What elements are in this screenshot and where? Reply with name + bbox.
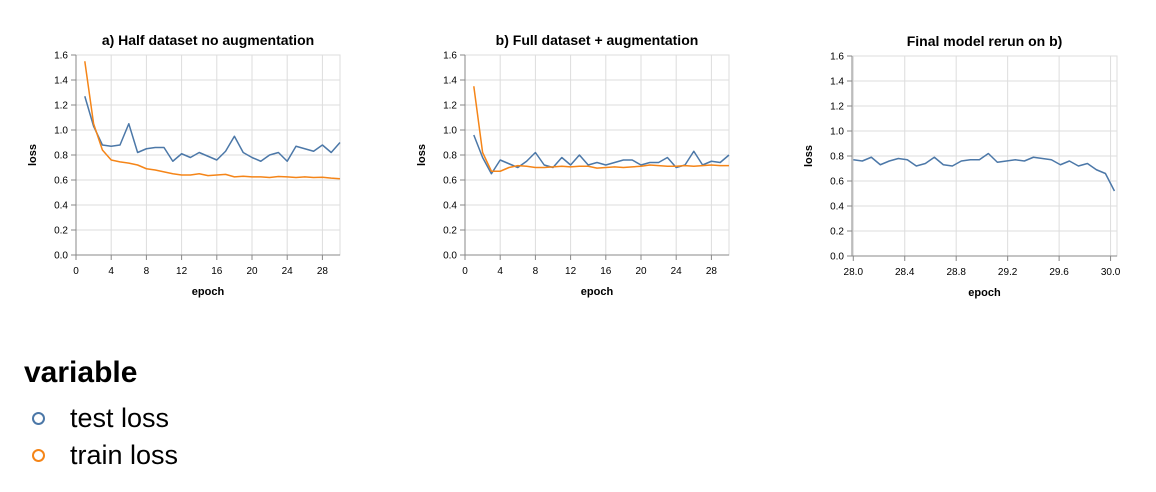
x-tick-label: 0 bbox=[462, 266, 468, 277]
legend-label: test loss bbox=[70, 403, 170, 433]
x-axis-label: epoch bbox=[192, 286, 225, 298]
x-tick-label: 12 bbox=[565, 266, 577, 277]
y-tick-label: 0.6 bbox=[443, 176, 457, 187]
y-tick-label: 0.0 bbox=[443, 251, 457, 262]
x-tick-label: 28.0 bbox=[844, 267, 864, 278]
y-tick-label: 0.6 bbox=[830, 177, 844, 188]
y-tick-label: 1.0 bbox=[54, 126, 68, 137]
x-tick-label: 16 bbox=[211, 266, 223, 277]
y-axis-label: loss bbox=[27, 144, 39, 166]
y-tick-label: 0.4 bbox=[443, 201, 457, 212]
y-tick-label: 0.4 bbox=[830, 202, 844, 213]
legend-item-train-loss[interactable]: train loss bbox=[24, 437, 178, 474]
x-tick-label: 28 bbox=[317, 266, 329, 277]
y-tick-label: 1.2 bbox=[54, 101, 68, 112]
y-tick-label: 0.0 bbox=[830, 252, 844, 263]
chart-panel-3: 0.0 0.2 0.4 0.6 0.8 1.0 1.2 1.4 1.6 28.0 28.4 28.8 2… bbox=[803, 33, 1121, 299]
x-tick-label: 28.8 bbox=[946, 267, 966, 278]
legend-symbol-circle-icon bbox=[32, 449, 45, 462]
x-tick-label: 20 bbox=[635, 266, 647, 277]
series-line-test-loss bbox=[853, 152, 1116, 192]
chart-title: b) Full dataset + augmentation bbox=[496, 32, 699, 48]
y-tick-label: 1.2 bbox=[443, 101, 457, 112]
chart-panel-1: 0.0 0.2 0.4 0.6 0.8 1.0 1.2 1.4 1.6 0 4 8 12 16 20 24 28… bbox=[27, 32, 341, 298]
legend-item-test-loss[interactable]: test loss bbox=[24, 400, 178, 437]
x-tick-label: 29.2 bbox=[998, 267, 1018, 278]
x-tick-label: 24 bbox=[282, 266, 294, 277]
series-line-train-loss bbox=[84, 61, 341, 180]
x-tick-label: 16 bbox=[600, 266, 612, 277]
y-tick-label: 0.4 bbox=[54, 201, 68, 212]
x-tick-label: 20 bbox=[246, 266, 258, 277]
legend-symbol-circle-icon bbox=[32, 412, 45, 425]
y-tick-label: 1.4 bbox=[830, 77, 844, 88]
chart-title: a) Half dataset no augmentation bbox=[102, 32, 314, 48]
x-tick-label: 30.0 bbox=[1101, 267, 1121, 278]
y-tick-label: 1.0 bbox=[830, 127, 844, 138]
y-tick-label: 0.2 bbox=[54, 226, 68, 237]
x-tick-label: 12 bbox=[176, 266, 188, 277]
series-line-test-loss bbox=[84, 96, 341, 162]
chart-panel-2: 0.0 0.2 0.4 0.6 0.8 1.0 1.2 1.4 1.6 0 4 8 12 16 20 24 28… bbox=[416, 32, 730, 298]
y-tick-label: 1.6 bbox=[54, 51, 68, 62]
y-axis-label: loss bbox=[803, 145, 815, 167]
y-tick-label: 0.8 bbox=[54, 151, 68, 162]
y-tick-label: 0.2 bbox=[830, 227, 844, 238]
x-axis-label: epoch bbox=[581, 286, 614, 298]
x-tick-label: 28 bbox=[706, 266, 718, 277]
y-tick-label: 0.6 bbox=[54, 176, 68, 187]
charts-area: 0.0 0.2 0.4 0.6 0.8 1.0 1.2 1.4 1.6 0 4 8 12 16 20 24 28… bbox=[27, 32, 1121, 299]
x-tick-label: 28.4 bbox=[895, 267, 915, 278]
y-tick-label: 0.8 bbox=[443, 151, 457, 162]
legend-label: train loss bbox=[70, 440, 179, 470]
y-tick-label: 1.4 bbox=[443, 76, 457, 87]
y-tick-label: 1.6 bbox=[443, 51, 457, 62]
x-tick-label: 4 bbox=[497, 266, 503, 277]
y-tick-label: 1.2 bbox=[830, 102, 844, 113]
x-tick-label: 8 bbox=[533, 266, 539, 277]
y-tick-label: 0.0 bbox=[54, 251, 68, 262]
y-tick-label: 0.8 bbox=[830, 152, 844, 163]
legend: variable test loss train loss bbox=[24, 356, 178, 474]
x-tick-label: 24 bbox=[671, 266, 683, 277]
x-tick-label: 8 bbox=[144, 266, 150, 277]
series-line-train-loss bbox=[473, 86, 729, 172]
y-axis-label: loss bbox=[416, 144, 428, 166]
x-tick-label: 29.6 bbox=[1049, 267, 1069, 278]
y-tick-label: 1.0 bbox=[443, 126, 457, 137]
series-line-test-loss bbox=[473, 134, 730, 175]
y-tick-label: 1.4 bbox=[54, 76, 68, 87]
chart-title: Final model rerun on b) bbox=[907, 33, 1063, 49]
legend-title: variable bbox=[24, 356, 138, 389]
y-tick-label: 0.2 bbox=[443, 226, 457, 237]
x-axis-label: epoch bbox=[968, 287, 1001, 299]
x-tick-label: 0 bbox=[73, 266, 79, 277]
x-tick-label: 4 bbox=[108, 266, 114, 277]
y-tick-label: 1.6 bbox=[830, 52, 844, 63]
